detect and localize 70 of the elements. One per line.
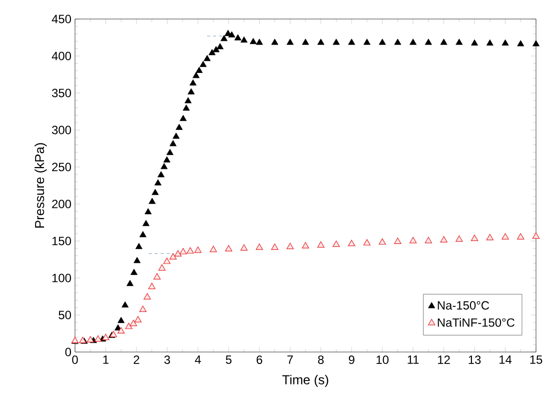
point xyxy=(502,233,509,240)
x-tick-label: 9 xyxy=(348,356,354,364)
y-tick-label: 50 xyxy=(58,310,72,320)
point xyxy=(158,264,166,271)
point xyxy=(394,238,402,244)
point xyxy=(144,293,151,300)
point xyxy=(256,244,263,250)
point xyxy=(134,316,142,322)
point xyxy=(332,240,340,247)
y-tick-label: 0 xyxy=(65,348,72,356)
y-tick-label: 200 xyxy=(52,200,72,208)
x-tick-label: 13 xyxy=(468,356,481,364)
point xyxy=(174,250,182,257)
point xyxy=(225,245,232,252)
point xyxy=(517,233,524,240)
point xyxy=(456,235,463,242)
x-tick-label: 5 xyxy=(226,356,232,364)
point xyxy=(486,234,494,240)
point xyxy=(240,244,248,251)
point xyxy=(532,232,540,239)
point xyxy=(210,246,217,252)
y-tick-label: 300 xyxy=(52,126,72,134)
legend-label: Na-150°C xyxy=(438,301,490,310)
point xyxy=(118,327,125,334)
point xyxy=(186,247,194,254)
x-tick-label: 2 xyxy=(134,356,140,364)
y-tick-label: 250 xyxy=(52,162,72,172)
x-tick-label: 4 xyxy=(194,356,201,364)
point xyxy=(139,306,147,312)
y-tick-label: 400 xyxy=(52,52,72,60)
point xyxy=(271,244,278,250)
x-tick-label: 6 xyxy=(256,356,262,364)
point xyxy=(169,253,177,260)
point xyxy=(470,234,478,241)
point xyxy=(286,242,294,250)
x-tick-label: 12 xyxy=(438,356,450,364)
point xyxy=(363,239,371,246)
point xyxy=(378,238,386,245)
x-tick-label: 3 xyxy=(164,356,170,364)
y-tick-label: 350 xyxy=(52,88,72,98)
x-tick-label: 14 xyxy=(500,356,512,364)
legend-label: NaTiNF-150°C xyxy=(438,318,515,327)
point xyxy=(102,334,110,340)
point xyxy=(130,320,137,326)
point xyxy=(194,246,202,253)
x-tick-label: 0 xyxy=(72,356,78,364)
x-tick-label: 10 xyxy=(376,356,389,364)
point xyxy=(153,273,161,280)
x-tick-label: 15 xyxy=(530,356,542,364)
x-tick-label: 8 xyxy=(318,356,324,364)
point xyxy=(317,241,324,248)
x-tick-label: 7 xyxy=(287,356,293,364)
point xyxy=(409,236,417,244)
y-tick-label: 450 xyxy=(52,14,72,24)
point xyxy=(125,322,132,330)
point xyxy=(302,242,310,248)
x-tick-label: 1 xyxy=(103,356,108,364)
x-tick-label: 11 xyxy=(408,356,419,364)
x-axis-title: Time (s) xyxy=(282,374,328,387)
point xyxy=(180,248,187,254)
point xyxy=(94,335,102,342)
y-tick-label: 150 xyxy=(52,236,72,246)
point xyxy=(440,236,448,242)
point xyxy=(148,282,156,290)
y-tick-label: 100 xyxy=(52,274,72,282)
y-axis-title: Pressure (kPa) xyxy=(34,143,47,228)
point xyxy=(424,236,432,244)
point xyxy=(163,258,170,264)
point xyxy=(86,336,94,342)
point xyxy=(348,240,356,246)
